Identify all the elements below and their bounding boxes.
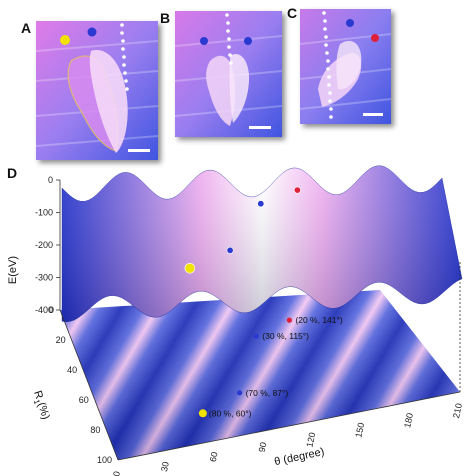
floor-point-marker <box>286 317 292 323</box>
red-marker-c <box>371 34 379 42</box>
micrograph-c <box>300 9 391 124</box>
x-tick-label: 30 <box>159 461 171 473</box>
bead-chain-a <box>120 23 129 91</box>
micrograph-a-image <box>36 21 158 160</box>
floor-projection <box>60 290 460 460</box>
panel-label-d: D <box>7 165 18 181</box>
point-label: (80 %, 60°) <box>209 408 252 418</box>
floor-point-marker <box>237 390 243 396</box>
y-tick-label: 60 <box>79 395 89 405</box>
z-tick-label: -400 <box>35 305 53 315</box>
y-axis-title: R1(%) <box>29 389 51 421</box>
scale-bar-a <box>128 149 150 152</box>
y-tick-label: 100 <box>97 455 112 465</box>
scale-bar-c <box>363 113 383 116</box>
y-tick-label: 20 <box>56 335 66 345</box>
x-tick-label: 120 <box>304 431 317 448</box>
bead-chain-b <box>225 13 233 65</box>
blue-marker-b2 <box>244 37 252 45</box>
floor-point-marker <box>198 409 207 418</box>
x-tick-label: 210 <box>451 402 464 419</box>
z-tick-label: -200 <box>35 240 53 250</box>
z-tick-label: 0 <box>48 175 53 185</box>
panel-label-a: A <box>21 20 32 36</box>
micrograph-a <box>36 21 158 160</box>
x-tick-label: 180 <box>402 412 415 429</box>
surface-point-marker <box>184 263 196 274</box>
blue-marker-c <box>346 19 354 27</box>
surface-point-marker <box>226 246 234 254</box>
floor-point-marker <box>253 333 259 339</box>
x-axis-ticks: 0 30 60 90 120 150 180 210 <box>111 402 464 476</box>
x-tick-label: 150 <box>353 422 366 439</box>
bead-chain-c <box>322 11 333 119</box>
y-tick-label: 0 <box>49 305 54 315</box>
blue-marker-b1 <box>200 37 208 45</box>
point-label: (20 %, 141°) <box>295 315 343 325</box>
z-axis-title: E(eV) <box>7 256 19 284</box>
point-label: (70 %, 87°) <box>246 388 289 398</box>
surface-point-marker <box>293 186 301 194</box>
x-tick-label: 90 <box>257 441 269 453</box>
y-tick-label: 40 <box>67 365 77 375</box>
y-tick-label: 80 <box>90 425 100 435</box>
data-points: (80 %, 60°) (70 %, 87°) (30 %, 115°) (20 %,… <box>184 186 343 418</box>
micrograph-b <box>175 11 282 137</box>
yellow-marker-a <box>60 35 70 45</box>
panel-label-c: C <box>287 5 298 21</box>
panel-label-b: B <box>160 10 171 26</box>
x-tick-label: 0 <box>111 470 122 476</box>
micrograph-b-image <box>175 11 282 137</box>
surface-point-marker <box>257 200 265 208</box>
x-tick-label: 60 <box>208 451 220 463</box>
micrograph-c-image <box>300 9 391 124</box>
z-tick-label: -100 <box>35 208 53 218</box>
y-axis-ticks: 0 20 40 60 80 100 <box>49 305 112 465</box>
point-label: (30 %, 115°) <box>262 331 309 341</box>
energy-surface <box>61 165 463 323</box>
energy-surface-chart: 0 -100 -200 -300 -400 0 20 40 60 80 100 0 30 60 90 12… <box>7 165 464 476</box>
scale-bar-b <box>249 126 271 129</box>
z-tick-label: -300 <box>35 273 53 283</box>
blue-marker-a <box>87 27 97 37</box>
x-axis-title: θ (degree) <box>273 446 325 468</box>
z-axis-ticks: 0 -100 -200 -300 -400 <box>35 175 60 315</box>
